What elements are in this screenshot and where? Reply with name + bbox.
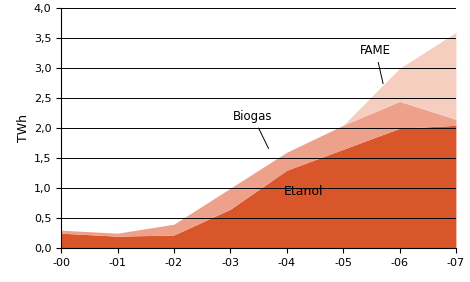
Y-axis label: TWh: TWh xyxy=(16,114,30,142)
Text: Biogas: Biogas xyxy=(233,110,273,149)
Text: Etanol: Etanol xyxy=(284,185,323,198)
Text: FAME: FAME xyxy=(360,44,391,84)
